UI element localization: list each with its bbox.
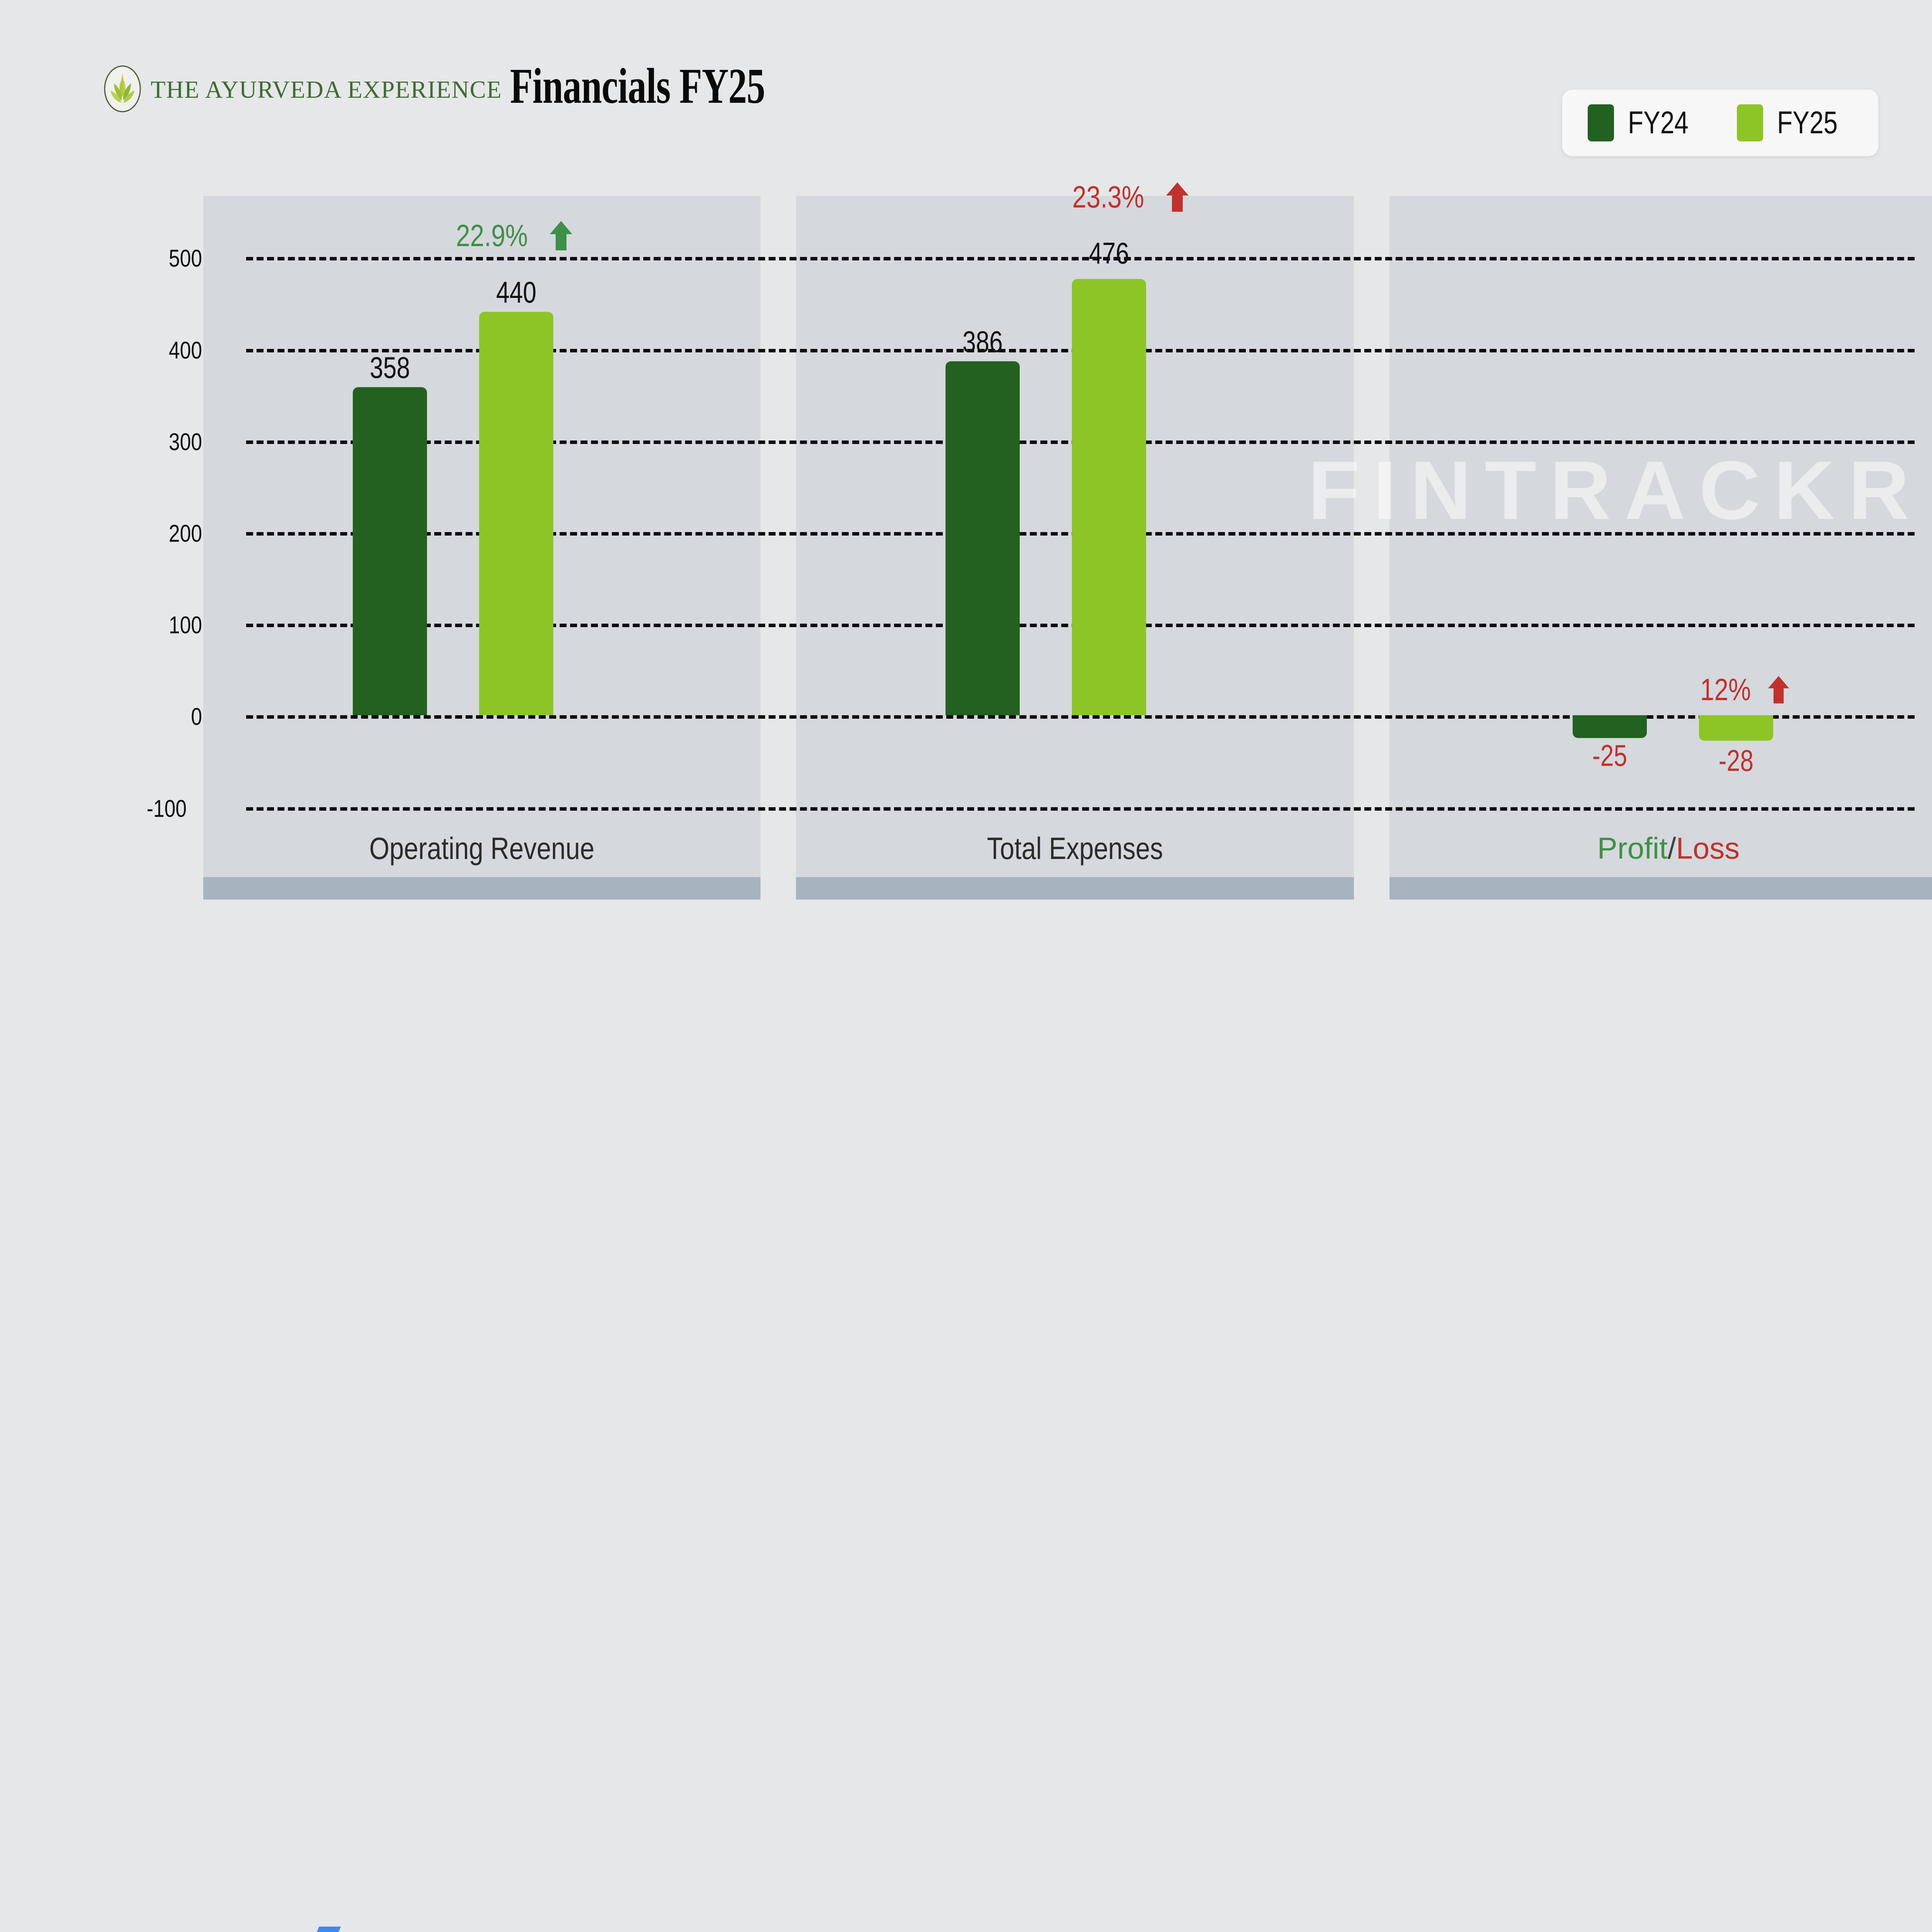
category-label-profit: Profit xyxy=(1597,831,1668,865)
bar-fy25-operating-revenue[interactable] xyxy=(479,312,553,715)
legend-item-fy24[interactable]: FY24 xyxy=(1588,104,1704,141)
brand-name: THE AYURVEDA EXPERIENCE xyxy=(151,76,502,103)
category-label-profit-loss: Profit/Loss xyxy=(1475,831,1862,866)
panel-footer-bar xyxy=(1389,877,1932,900)
gridline-500 xyxy=(246,257,1915,260)
arrow-up-icon xyxy=(549,221,572,250)
growth-percent: 12% xyxy=(1700,672,1751,707)
arrow-up-icon xyxy=(1166,182,1189,212)
footer: Powered by Razorpay Source : TheKredible… xyxy=(0,958,1932,1932)
growth-percent: 22.9% xyxy=(456,218,528,253)
panel-footer-bar xyxy=(796,877,1354,900)
y-tick-label: 400 xyxy=(168,337,202,364)
bar-fy24-profit-loss[interactable] xyxy=(1573,715,1647,738)
y-tick-label: -100 xyxy=(146,795,187,822)
legend-label-fy25: FY25 xyxy=(1777,105,1838,140)
bar-value-label: 476 xyxy=(1088,236,1129,270)
fintrackr-watermark: FINTRACKR xyxy=(1308,444,1923,537)
gridline-0 xyxy=(246,715,1915,719)
bar-value-label: -28 xyxy=(1718,743,1754,777)
bar-fy25-profit-loss[interactable] xyxy=(1699,715,1773,741)
y-tick-label: 100 xyxy=(168,612,202,639)
y-tick-label: 0 xyxy=(191,703,202,730)
legend-swatch-fy25 xyxy=(1737,104,1763,141)
category-label-total-expenses: Total Expenses xyxy=(987,831,1163,866)
legend-item-fy25[interactable]: FY25 xyxy=(1737,104,1853,141)
y-tick-label: 200 xyxy=(168,520,202,547)
bar-fy24-operating-revenue[interactable] xyxy=(353,387,427,715)
category-label-loss: Loss xyxy=(1676,831,1740,865)
legend-swatch-fy24 xyxy=(1588,104,1614,141)
bar-value-label: 440 xyxy=(496,275,537,309)
bar-value-label: 358 xyxy=(369,350,410,384)
bar-value-label: 386 xyxy=(962,325,1003,359)
growth-badge-profit-loss: 12% xyxy=(1700,674,1790,705)
page-title: Financials FY25 xyxy=(510,58,765,114)
y-tick-label: 500 xyxy=(168,245,202,272)
gridline--100 xyxy=(246,807,1915,811)
ayurveda-lotus-icon xyxy=(100,65,145,113)
growth-badge-total-expenses: 23.3% xyxy=(1072,182,1189,213)
y-tick-label: 300 xyxy=(168,429,202,456)
category-label-separator: / xyxy=(1667,831,1676,865)
growth-badge-operating-revenue: 22.9% xyxy=(456,220,573,251)
bar-fy25-total-expenses[interactable] xyxy=(1072,279,1146,715)
bar-chart: FINTRACKR 500 400 300 200 100 0 -100 358… xyxy=(146,182,1932,900)
panel-footer-bar xyxy=(203,877,760,900)
header: THE AYURVEDA EXPERIENCE Financials FY25 … xyxy=(0,0,1932,162)
arrow-up-icon xyxy=(1768,676,1789,704)
chart-panel-profit-loss xyxy=(1389,196,1932,900)
razorpay-logo: Razorpay xyxy=(251,1924,622,1932)
bar-value-label: -25 xyxy=(1592,738,1628,772)
category-label-operating-revenue: Operating Revenue xyxy=(369,831,595,866)
growth-percent: 23.3% xyxy=(1072,180,1145,214)
chart-legend: FY24 FY25 xyxy=(1562,90,1878,156)
bar-fy24-total-expenses[interactable] xyxy=(946,361,1020,715)
legend-label-fy24: FY24 xyxy=(1628,105,1689,140)
